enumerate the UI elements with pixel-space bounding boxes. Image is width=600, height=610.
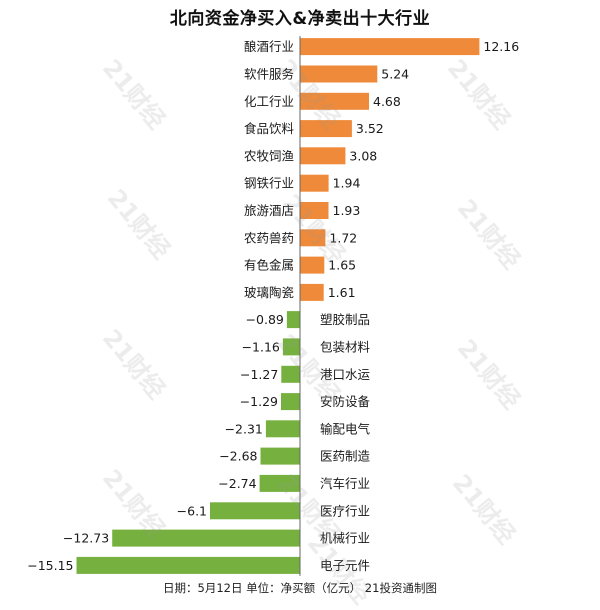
value-label: −1.27	[240, 367, 278, 382]
category-label: 旅游酒店	[244, 203, 294, 218]
value-label: 1.94	[333, 176, 361, 191]
bar-玻璃陶瓷	[300, 283, 324, 301]
value-label: −1.29	[240, 394, 278, 409]
bar-化工行业	[300, 92, 369, 110]
category-label: 钢铁行业	[244, 176, 294, 191]
bar-包装材料	[282, 338, 300, 356]
value-label: 4.68	[373, 94, 401, 109]
value-label: −1.16	[242, 339, 280, 354]
category-label: 汽车行业	[320, 476, 370, 491]
value-label: −2.74	[218, 476, 256, 491]
category-label: 塑胶制品	[320, 312, 370, 327]
bar-软件服务	[300, 65, 378, 83]
bar-塑胶制品	[286, 311, 300, 329]
category-label: 电子元件	[320, 558, 370, 573]
category-label: 化工行业	[244, 94, 294, 109]
chart-title: 北向资金净买入&净卖出十大行业	[169, 9, 431, 29]
value-label: 1.61	[328, 285, 356, 300]
value-label: −6.1	[177, 503, 207, 518]
bar-机械行业	[112, 529, 300, 547]
bar-输配电气	[265, 420, 300, 438]
category-label: 有色金属	[244, 258, 294, 273]
value-label: 3.08	[349, 148, 377, 163]
category-label: 酿酒行业	[244, 39, 294, 54]
category-label: 医药制造	[320, 449, 371, 464]
bar-港口水运	[281, 365, 300, 383]
category-label: 机械行业	[320, 531, 370, 546]
value-label: 5.24	[381, 67, 409, 82]
value-label: −2.68	[219, 449, 257, 464]
bar-酿酒行业	[300, 38, 480, 56]
category-label: 农牧饲渔	[244, 148, 294, 163]
bar-食品饮料	[300, 120, 352, 138]
value-label: −12.73	[63, 531, 109, 546]
category-label: 医疗行业	[320, 503, 370, 518]
bar-汽车行业	[259, 474, 300, 492]
value-label: 1.93	[333, 203, 361, 218]
category-label: 港口水运	[320, 367, 371, 382]
category-label: 农药兽药	[244, 230, 294, 245]
value-label: 12.16	[483, 39, 519, 54]
category-label: 包装材料	[320, 339, 371, 354]
category-label: 输配电气	[320, 421, 371, 436]
value-label: −0.89	[246, 312, 284, 327]
value-label: 1.65	[328, 258, 356, 273]
bar-农药兽药	[300, 229, 326, 247]
bar-旅游酒店	[300, 202, 329, 219]
value-label: 3.52	[356, 121, 384, 136]
bar-医疗行业	[210, 502, 300, 520]
bar-有色金属	[300, 256, 325, 274]
bar-农牧饲渔	[300, 147, 346, 165]
category-label: 食品饮料	[244, 121, 295, 136]
chart-footer: 日期：5月12日 单位：净买额（亿元） 21投资通制图	[163, 581, 437, 595]
bar-电子元件	[76, 556, 300, 574]
category-label: 玻璃陶瓷	[244, 285, 294, 300]
category-label: 安防设备	[320, 394, 371, 409]
value-label: 1.72	[329, 230, 357, 245]
value-label: −15.15	[27, 558, 73, 573]
category-label: 软件服务	[244, 67, 294, 82]
bar-医药制造	[260, 447, 300, 465]
bar-钢铁行业	[300, 174, 329, 192]
bar-安防设备	[281, 393, 300, 411]
value-label: −2.31	[225, 421, 263, 436]
